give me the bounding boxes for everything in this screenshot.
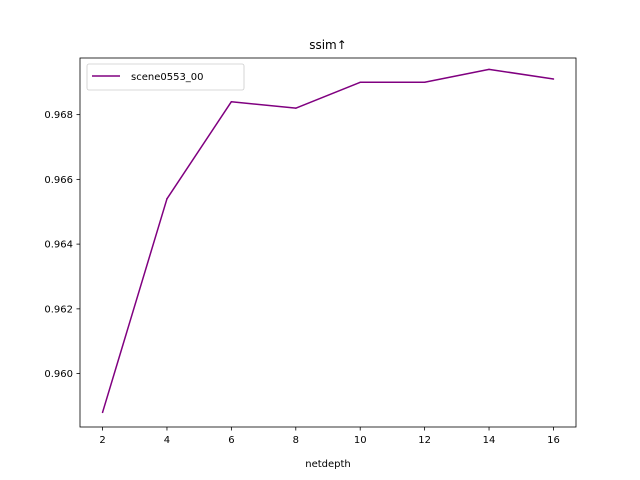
data-point [359,81,361,84]
x-tick-label: 16 [547,435,560,446]
x-tick-label: 12 [418,435,431,446]
x-tick-label: 2 [99,435,105,446]
legend: scene0553_00 [86,63,245,91]
x-tick-label: 4 [164,435,170,446]
y-tick-label: 0.966 [44,175,73,186]
x-tick-label: 6 [228,435,234,446]
data-point [423,81,426,84]
y-tick-label: 0.960 [44,369,73,380]
x-axis-label: netdepth [305,459,351,470]
data-point [166,198,168,200]
y-axis: 0.960 0.962 0.964 0.966 0.968 [44,110,80,380]
data-point [488,68,490,71]
legend-entry-label: scene0553_00 [131,72,204,83]
plot-area [79,57,577,428]
series-layer [101,68,555,414]
x-axis: 2 4 6 8 10 12 14 16 [99,427,560,446]
axes-frame [79,57,577,428]
x-tick-label: 14 [483,435,496,446]
data-point [101,411,104,414]
x-tick-label: 8 [293,435,299,446]
chart-title: ssim↑ [309,38,347,52]
y-tick-label: 0.968 [44,110,73,121]
data-point [230,100,233,103]
y-tick-label: 0.962 [44,304,73,315]
data-point [552,78,555,80]
legend-box [86,63,245,91]
x-tick-label: 10 [354,435,367,446]
data-point [295,107,297,109]
series-line [101,68,554,413]
y-tick-label: 0.964 [44,240,73,251]
